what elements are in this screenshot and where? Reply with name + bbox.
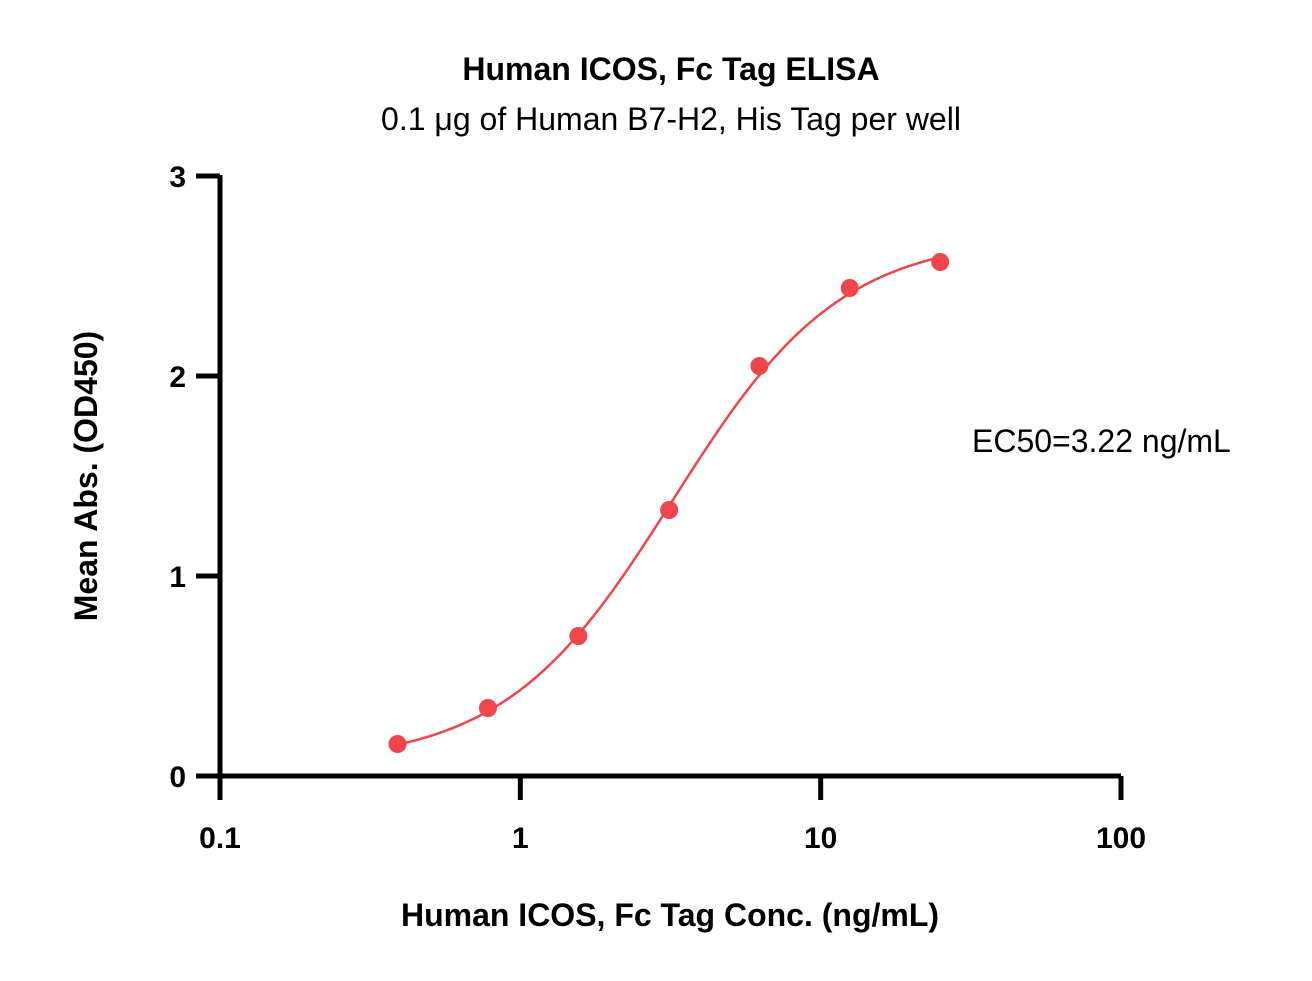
data-point [931,253,950,271]
x-tick-label: 0.1 [199,822,241,855]
axes [217,175,1121,779]
data-point [840,279,859,297]
data-point [478,699,497,717]
y-axis-label: Mean Abs. (OD450) [68,331,104,621]
y-tick-label: 0 [169,761,186,794]
data-point [569,627,588,645]
y-tick-label: 3 [169,161,186,194]
ec50-annotation: EC50=3.22 ng/mL [972,423,1231,459]
chart-subtitle: 0.1 μg of Human B7-H2, His Tag per well [381,101,961,137]
x-tick-label: 100 [1096,822,1146,855]
x-tick-label: 1 [512,822,529,855]
y-tick-label: 1 [169,561,186,594]
x-axis-label: Human ICOS, Fc Tag Conc. (ng/mL) [401,897,939,933]
fit-curve [397,255,941,746]
chart-title: Human ICOS, Fc Tag ELISA [462,51,879,87]
data-point [750,357,769,375]
y-tick-label: 2 [169,361,186,394]
x-tick-label: 10 [804,822,837,855]
data-point [660,501,679,519]
data-point [388,735,407,753]
